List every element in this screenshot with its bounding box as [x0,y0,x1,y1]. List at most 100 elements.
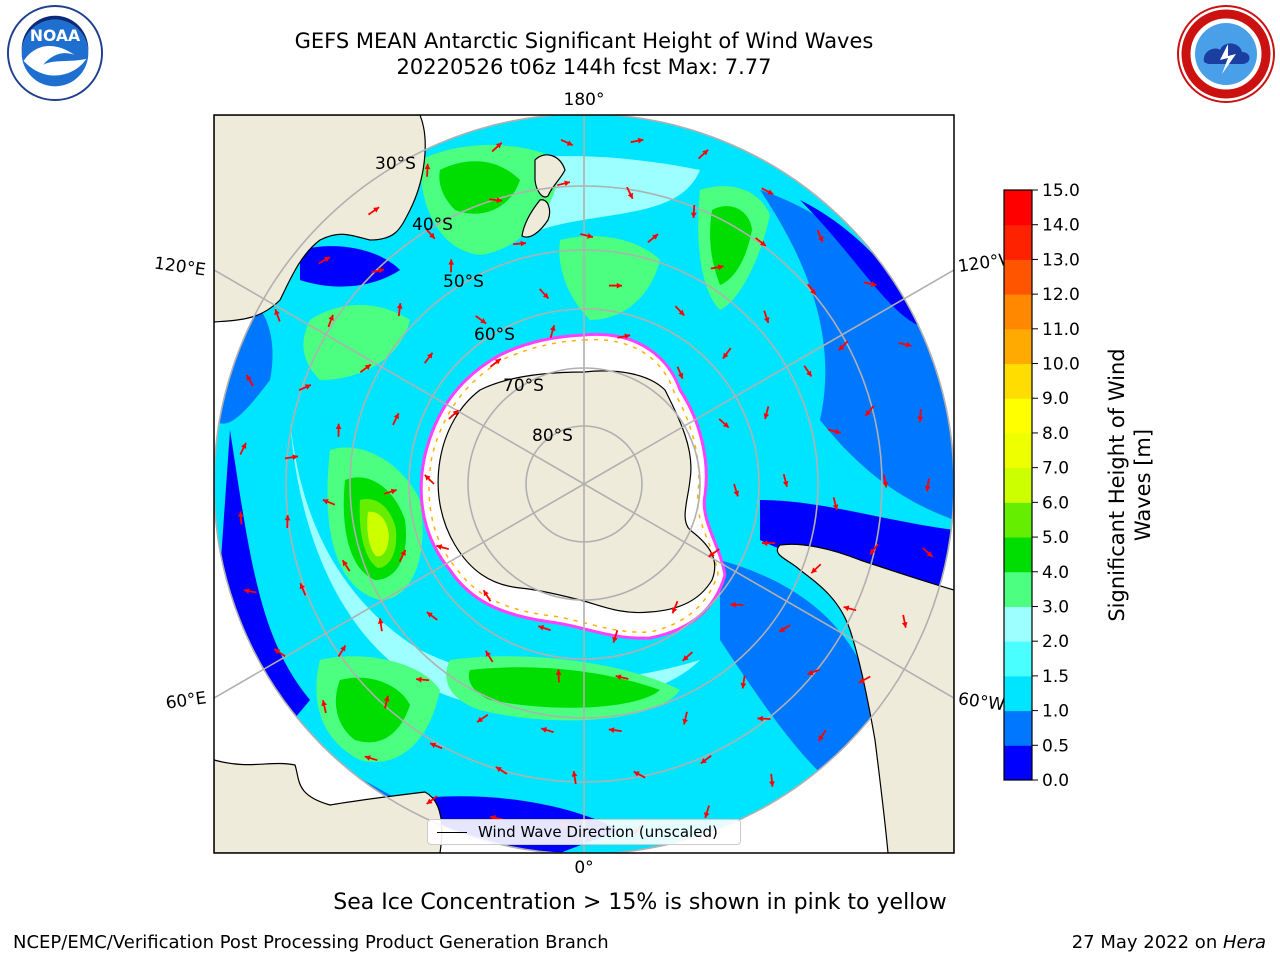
sea-ice-extent [419,332,727,640]
colorbar-segment [1004,710,1032,746]
wave-direction-arrow-head [495,142,502,149]
colorbar-segment [1004,328,1032,365]
wave-direction-arrow-head [274,309,280,316]
wave-direction-arrow-head [448,259,455,265]
wave-direction-arrow-head [704,812,710,818]
wave-direction-arrow-head [843,605,850,612]
colorbar-segment [1004,467,1032,503]
wave-direction-arrow-head [700,757,707,764]
lat-label-80s: 80°S [532,426,573,446]
wave-direction-arrow-head [495,766,502,773]
wave-direction-arrow-head [483,590,489,597]
colorbar-tick-label: 9.0 [1042,389,1069,409]
wave-direction-arrow-head [549,325,556,332]
wave-direction-arrow-head [779,626,786,632]
colorbar-tick-label: 5.0 [1042,528,1069,548]
wave-direction-arrow-head [769,781,775,787]
wave-direction-arrow-head [763,317,770,324]
colorbar-segment [1004,363,1032,399]
wave-direction-arrow-head [416,676,422,683]
colorbar-tick-label: 10.0 [1042,355,1080,375]
wave-direction-arrow-head [870,281,877,287]
wave-direction-arrow-head [564,180,570,187]
wave-direction-arrow-head [633,771,640,777]
wave-direction-arrow-head [587,233,593,239]
lat-label-60s: 60°S [474,325,515,345]
wave-direction-arrow-head [494,358,501,365]
wave-direction-arrow-head [541,727,548,733]
wave-direction-arrow-head [612,636,618,643]
wave-direction-arrow-head [759,240,766,247]
wave-direction-arrow-head [342,560,348,567]
colorbar-tick-label: 11.0 [1042,320,1080,340]
wave-direction-arrow-head [767,189,774,195]
wave-direction-arrow-head [757,715,763,722]
map-legend: Wind Wave Direction (unscaled) [427,819,741,845]
colorbar-tick-label: 6.0 [1042,493,1069,513]
wave-direction-arrow-head [807,669,814,676]
noaa-logo: NOAA [6,4,104,102]
lon-label-120e: 120°E [153,253,207,280]
wave-direction-arrow-head [299,583,306,590]
wave-direction-arrow-head [520,240,526,247]
wave-direction-arrow-head [690,212,697,218]
footer-credit: NCEP/EMC/Verification Post Processing Pr… [13,932,609,953]
wave-direction-arrow-head [304,384,311,390]
wave-direction-arrow-head [377,618,384,624]
wave-direction-arrow-head [430,742,437,749]
wave-direction-arrow-head [400,549,406,556]
wave-direction-arrow-head [390,488,397,495]
lon-label-60w: 60°W [957,689,1006,715]
colorbar-segment [1004,606,1032,642]
wave-direction-arrow-head [485,650,491,657]
lon-label-180: 180° [564,90,605,110]
colorbar-tick-label: 3.0 [1042,597,1069,617]
colorbar-tick-label: 15.0 [1042,181,1080,201]
lat-label-40s: 40°S [412,215,453,235]
wave-direction-arrow-head [627,192,633,199]
wave-direction-arrow-head [566,140,573,146]
wave-direction-arrow-head [678,309,685,316]
wave-direction-arrow-head [763,413,770,420]
colorbar-segment [1004,294,1032,330]
lon-label-60e: 60°E [165,688,208,713]
wave-direction-arrow-head [393,413,399,420]
wave-direction-arrow-head [243,588,250,594]
wave-direction-arrow-head [708,551,715,557]
colorbar-segment [1004,259,1032,295]
wave-direction-arrow-head [378,267,385,274]
wave-direction-arrow-head [817,236,824,243]
wave-direction-arrow-head [340,645,346,652]
lat-label-50s: 50°S [443,272,484,292]
wave-direction-arrow-head [373,207,380,213]
wave-direction-arrow-head [436,544,443,550]
colorbar-tick-label: 4.0 [1042,563,1069,583]
wave-direction-arrow-head [865,410,872,416]
colorbar-frame [1003,189,1033,781]
colorbar-tick-label: 14.0 [1042,216,1080,236]
wave-direction-arrow-head [542,292,549,299]
wave-direction-arrow-head [284,515,291,521]
footer-machine: Hera [1222,932,1266,953]
wave-direction-arrow-head [652,234,659,240]
colorbar-tick-label: 1.5 [1042,667,1069,687]
wave-direction-arrow-head [452,410,459,416]
wave-direction-arrow-head [682,718,689,725]
wave-direction-arrow-head [608,727,615,733]
wave-direction-arrow-head [555,669,562,675]
wave-direction-arrow-head [241,442,247,449]
wave-direction-arrow-head [246,374,252,381]
colorbar-tick-label: 7.0 [1042,459,1069,479]
lat-label-30s: 30°S [375,154,416,174]
wave-direction-arrow-head [396,303,403,309]
colorbar-label: Significant Height of Wind Waves [m] [1105,348,1155,622]
wave-direction-arrow-head [733,490,740,497]
wave-direction-arrow-head [858,677,865,683]
wave-direction-arrow-head [671,607,678,614]
wave-direction-arrow-head [426,798,433,804]
wave-direction-arrow-head [717,264,724,271]
wave-direction-arrow-head [811,567,818,574]
footer-date-text: 27 May 2022 on [1071,932,1223,953]
wave-direction-arrow-head [615,674,622,681]
